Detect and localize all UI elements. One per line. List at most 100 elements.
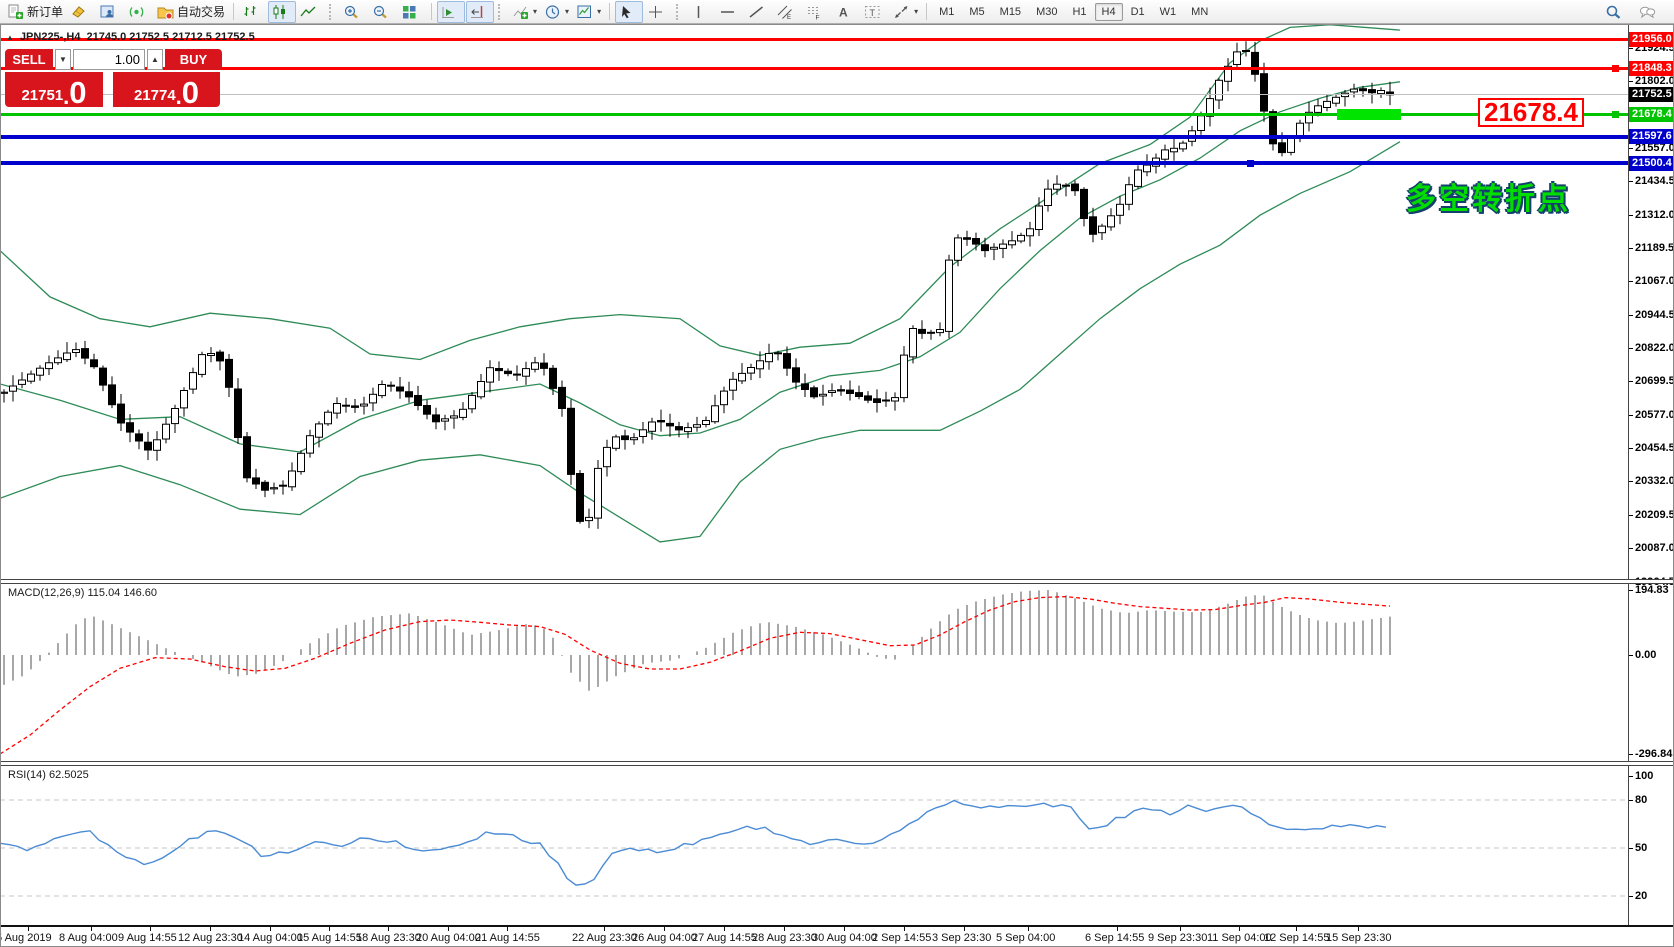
text-label-button[interactable]: T: [861, 1, 889, 23]
time-tick-label: 28 Aug 23:30: [752, 932, 817, 944]
text-button[interactable]: A: [832, 1, 860, 23]
time-tick-label: 2 Sep 14:55: [872, 932, 932, 944]
bar-chart-button[interactable]: [239, 1, 267, 23]
crosshair-button[interactable]: [644, 1, 672, 23]
price-axis-tick: [1629, 448, 1633, 450]
chart-shift-button[interactable]: [466, 0, 495, 23]
profiles-button[interactable]: [96, 1, 124, 23]
auto-trading-button[interactable]: 自动交易: [154, 1, 228, 23]
horizontal-level-line[interactable]: [0, 134, 1628, 139]
time-tick-label: 3 Sep 23:30: [932, 932, 992, 944]
rsi-pane-separator[interactable]: [0, 761, 1674, 766]
price-tick-label: 20944.5: [1635, 308, 1674, 321]
collapse-panel-icon[interactable]: ▲: [6, 32, 14, 42]
timeframe-m5-button[interactable]: M5: [969, 5, 985, 18]
price-tick-label: 21802.0: [1635, 75, 1674, 88]
price-tick-label: 21067.0: [1635, 275, 1674, 288]
time-axis[interactable]: 5 Aug 2019 8 Aug 04:00 9 Aug 14:55 12 Aug 2…: [0, 925, 1674, 947]
auto-scroll-button[interactable]: [437, 0, 466, 23]
equidistant-channel-button[interactable]: E: [774, 1, 802, 23]
price-axis-tick: [1629, 281, 1633, 283]
rsi-tick-label: 80: [1635, 794, 1648, 806]
buy-button[interactable]: BUY: [165, 49, 222, 70]
price-axis-tick: [1629, 81, 1633, 83]
search-button[interactable]: [1602, 1, 1630, 23]
indicators-button[interactable]: ▾: [509, 1, 540, 23]
horizontal-level-line[interactable]: [0, 94, 1628, 96]
timeframe-mn-button[interactable]: MN: [1191, 5, 1209, 18]
horizontal-level-line[interactable]: [0, 161, 1628, 166]
sell-price-display[interactable]: 21751. 0: [5, 72, 103, 108]
timeframe-w1-button[interactable]: W1: [1159, 5, 1177, 18]
sell-button[interactable]: SELL: [5, 49, 53, 70]
templates-button[interactable]: ▾: [573, 1, 604, 23]
erase-button[interactable]: [67, 1, 95, 23]
timeframe-h4-button[interactable]: H4: [1094, 2, 1123, 21]
volume-decrease-button[interactable]: ▼: [55, 49, 71, 70]
price-tick-label: 21312.0: [1635, 208, 1674, 221]
time-axis-tick: [964, 927, 965, 931]
highlight-zone-rect[interactable]: [1337, 109, 1401, 121]
toolbar-separator: [609, 3, 611, 20]
timeframe-h1-button[interactable]: H1: [1072, 5, 1087, 18]
fibonacci-icon: F: [806, 4, 823, 20]
fibonacci-button[interactable]: F: [803, 1, 831, 23]
zoom-in-button[interactable]: [340, 1, 368, 23]
horizontal-level-line[interactable]: [0, 67, 1628, 71]
timeframe-m30-button[interactable]: M30: [1036, 5, 1058, 18]
horizontal-line-button[interactable]: [716, 1, 744, 23]
candlestick-chart-button[interactable]: [268, 0, 297, 23]
time-axis-tick: [1239, 927, 1240, 931]
price-axis-tick: [1629, 381, 1633, 383]
rsi-line: [0, 799, 1387, 886]
trendline-button[interactable]: [745, 1, 773, 23]
price-badge: 21848.3: [1629, 61, 1674, 77]
vertical-line-icon: [690, 4, 707, 20]
vertical-line-button[interactable]: [687, 1, 715, 23]
tile-windows-icon: [401, 4, 418, 20]
rsi-tick-label: 100: [1635, 770, 1654, 782]
chat-button[interactable]: [1636, 1, 1664, 23]
zoom-out-button[interactable]: [369, 1, 397, 23]
rsi-label: RSI(14) 62.5025: [8, 769, 89, 781]
horizontal-level-line[interactable]: [0, 113, 1628, 117]
time-tick-label: 6 Sep 14:55: [1085, 932, 1145, 944]
arrows-button[interactable]: ▾: [890, 1, 921, 23]
level-line-handle[interactable]: [1247, 159, 1254, 167]
line-chart-button[interactable]: [297, 1, 325, 23]
macd-tick-label: -296.84: [1635, 748, 1673, 760]
new-order-button[interactable]: 新订单: [4, 1, 66, 23]
timeframe-m1-button[interactable]: M1: [939, 5, 955, 18]
toolbar-separator: [926, 3, 928, 20]
templates-icon: [576, 4, 593, 20]
macd-pane-svg[interactable]: [0, 583, 1628, 762]
macd-signal-line: [0, 595, 1391, 755]
signals-button[interactable]: [125, 1, 153, 23]
periods-button[interactable]: ▾: [541, 1, 572, 23]
level-line-handle[interactable]: [1612, 111, 1619, 119]
macd-label: MACD(12,26,9) 115.04 146.60: [8, 587, 157, 599]
timeframe-d1-button[interactable]: D1: [1130, 5, 1145, 18]
price-axis[interactable]: 21924.5 21802.0 21557.0 21434.5 21312.0 21189…: [1628, 25, 1674, 925]
rsi-pane-svg[interactable]: [0, 765, 1628, 925]
candlestick-chart-svg[interactable]: [0, 25, 1628, 581]
macd-pane-separator[interactable]: [0, 579, 1674, 584]
timeframe-m15-button[interactable]: M15: [999, 5, 1022, 18]
tile-windows-button[interactable]: [398, 1, 426, 23]
price-axis-tick: [1629, 248, 1633, 249]
time-tick-label: 20 Aug 04:00: [416, 932, 481, 944]
volume-increase-button[interactable]: ▲: [147, 49, 163, 70]
horizontal-level-line[interactable]: [0, 37, 1628, 41]
macd-tick-label: 0.00: [1635, 649, 1657, 661]
buy-price-display[interactable]: 21774. 0: [113, 72, 220, 110]
volume-input[interactable]: [73, 49, 145, 70]
rsi-axis-tick: [1629, 776, 1633, 777]
cursor-button[interactable]: [615, 0, 644, 23]
price-axis-tick: [1629, 181, 1633, 183]
turning-point-annotation[interactable]: 多空转折点: [1406, 183, 1571, 216]
price-badge: 21956.0: [1629, 31, 1674, 47]
level-line-handle[interactable]: [1612, 65, 1619, 73]
price-callout-annotation[interactable]: 21678.4: [1478, 97, 1584, 127]
svg-text:T: T: [870, 8, 876, 18]
price-dot: .: [175, 84, 182, 110]
